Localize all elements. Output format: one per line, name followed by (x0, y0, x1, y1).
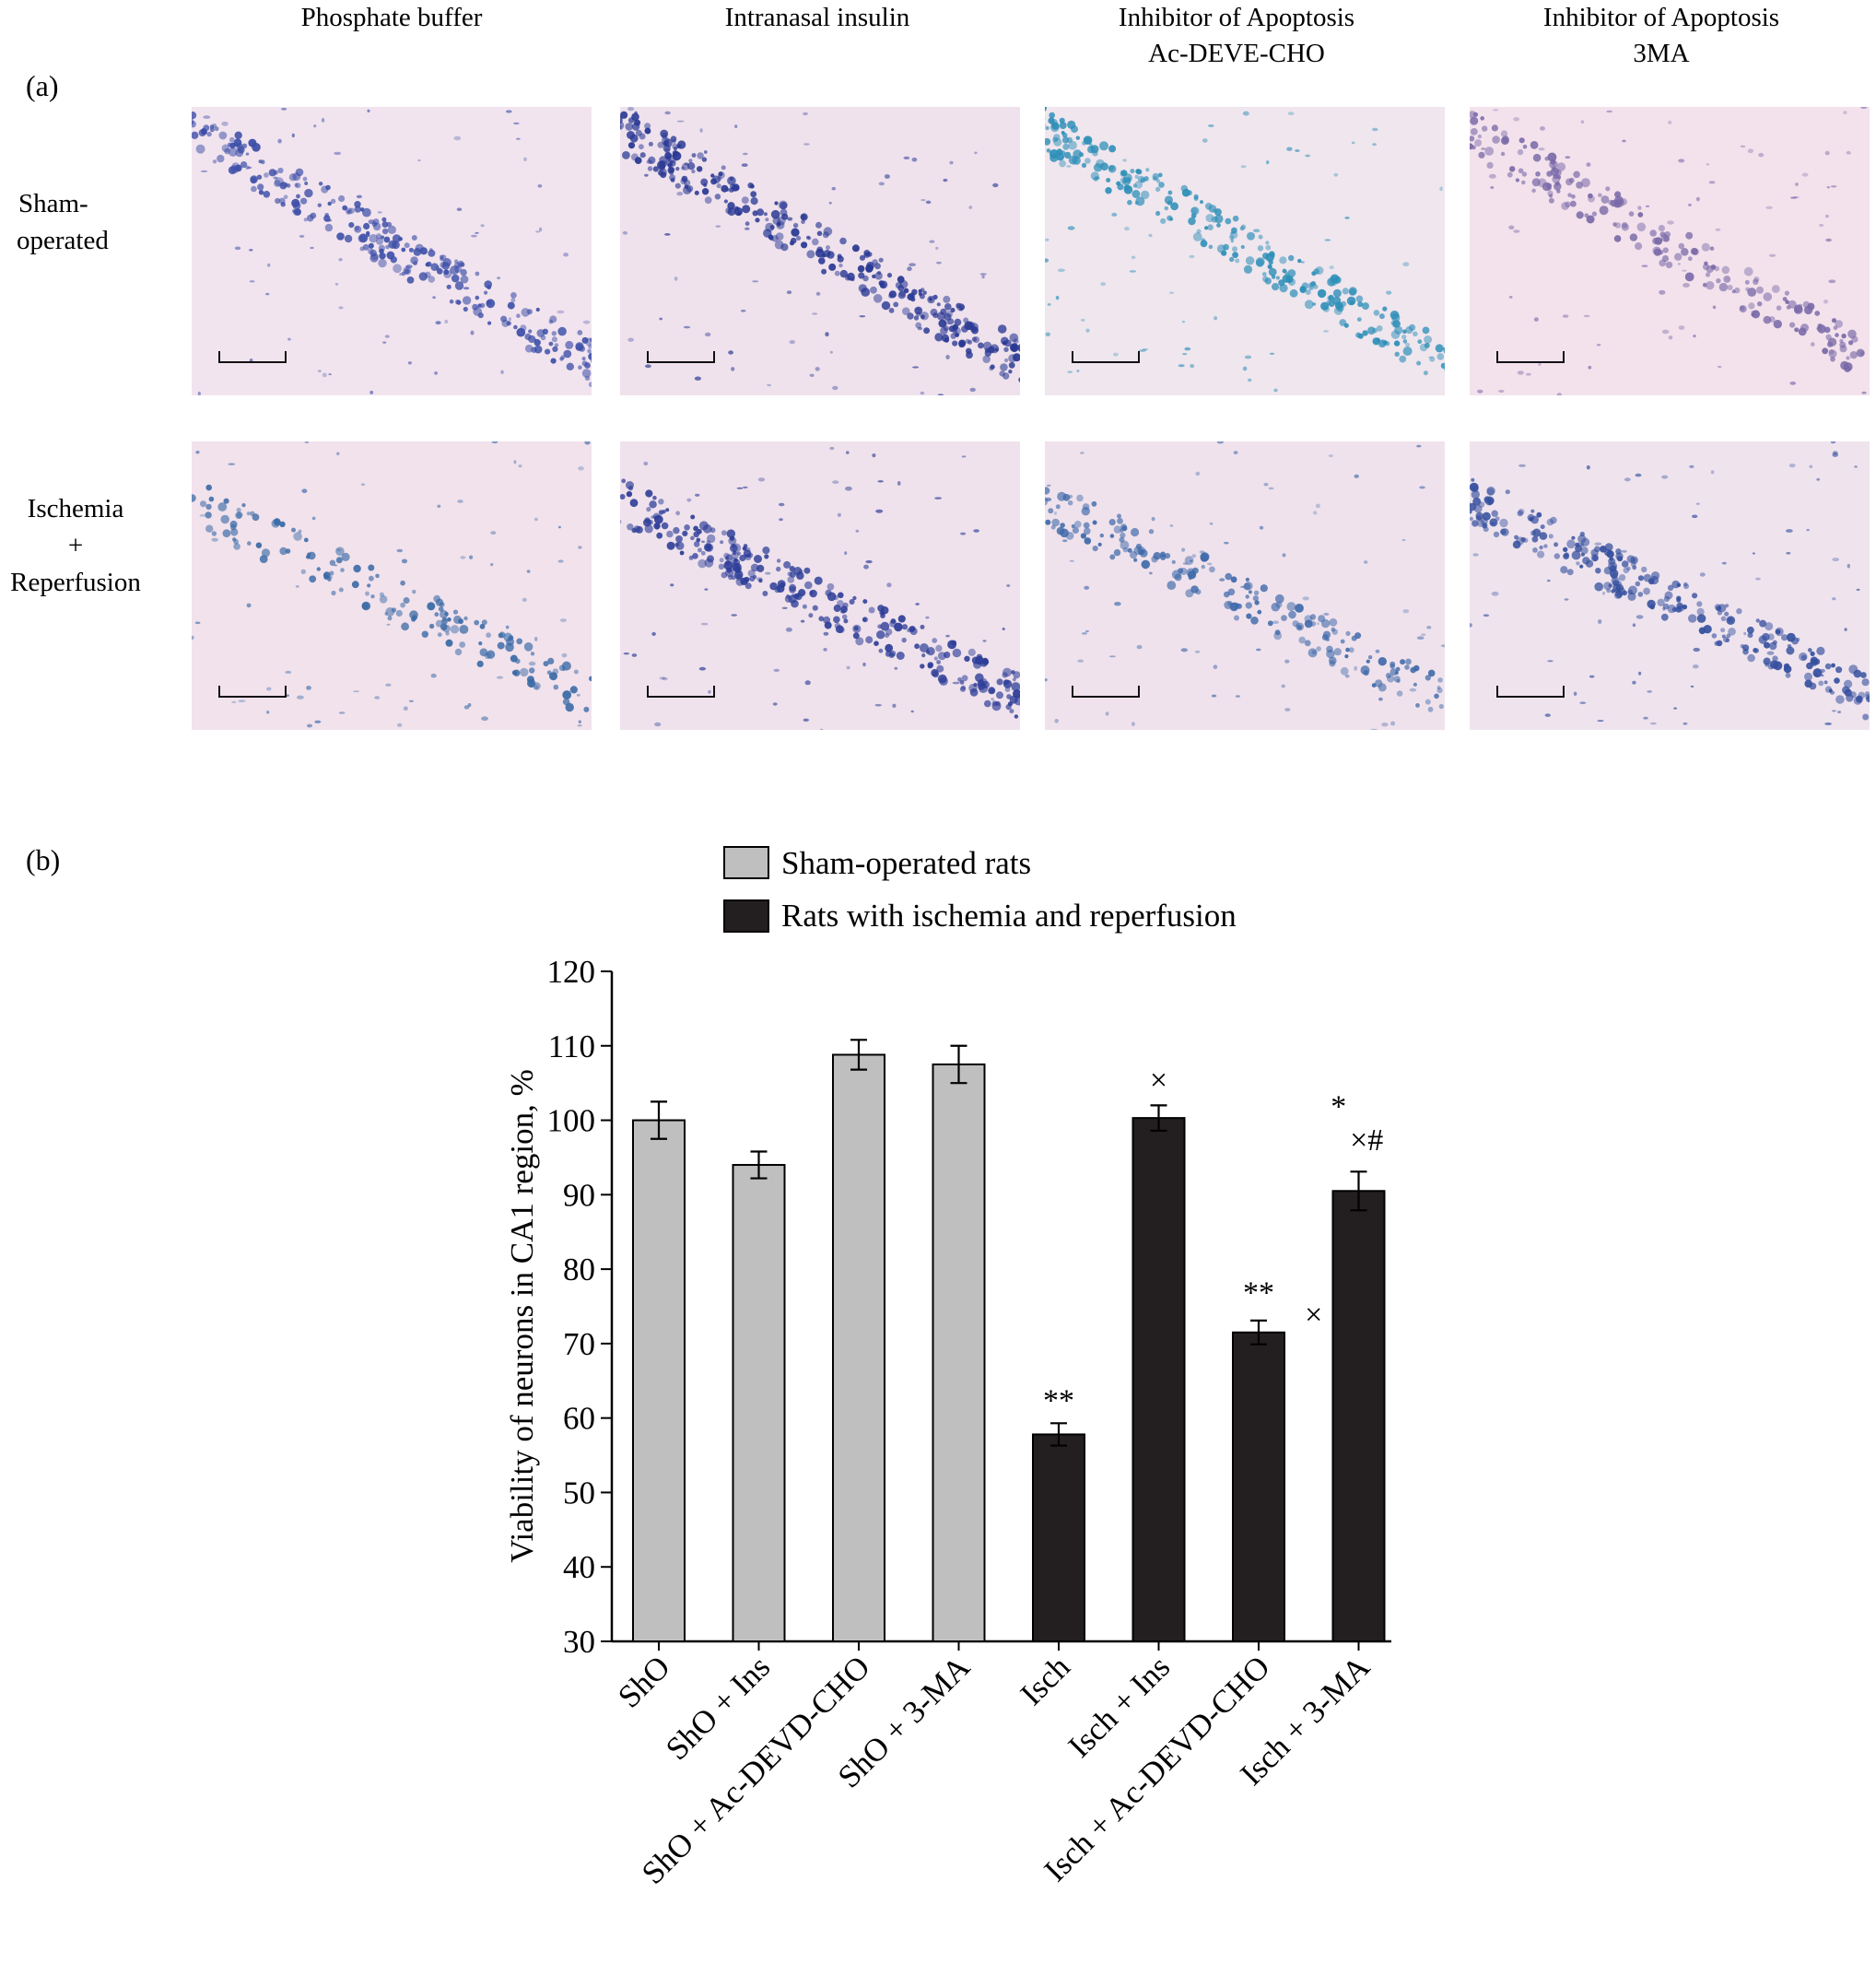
legend-swatch-sham (723, 846, 769, 879)
bar (932, 1063, 986, 1642)
scale-bar (218, 351, 287, 363)
error-bar (850, 1039, 867, 1071)
significance-marker: ** (1243, 1275, 1274, 1310)
error-bar (651, 1100, 667, 1140)
significance-marker: ** (1043, 1384, 1074, 1418)
x-tick-label: Isch (1014, 1649, 1077, 1712)
significance-marker: * (1331, 1090, 1346, 1124)
y-tick-label: 70 (563, 1326, 595, 1362)
x-tick-label: ShO (611, 1649, 677, 1715)
micrograph-tile (1470, 107, 1870, 395)
error-bar (1350, 1170, 1367, 1212)
row-label-ischemia-reperfusion-line3: Reperfusion (10, 568, 141, 597)
y-axis-label: Viability of neurons in CA1 region, % (504, 1069, 540, 1562)
error-bar (950, 1044, 967, 1085)
row-labels: Sham- operated Ischemia + Reperfusion (10, 189, 141, 597)
bar (632, 1119, 686, 1642)
y-tick-label: 120 (547, 954, 596, 990)
legend-label-ischemia: Rats with ischemia and reperfusion (781, 898, 1237, 934)
scale-bar (647, 686, 715, 698)
chart-legend: Sham-operated rats Rats with ischemia an… (723, 845, 1237, 934)
bar (1032, 1433, 1085, 1642)
scale-bar (1072, 686, 1140, 698)
row-label-sham-operated-line2: operated (17, 226, 109, 255)
bar (732, 1164, 786, 1642)
y-tick-label: 90 (563, 1177, 595, 1213)
bar-chart: Viability of neurons in CA1 region, % 30… (504, 954, 1391, 1891)
column-header-inhibitor-3ma: Inhibitor of Apoptosis (1543, 3, 1779, 32)
y-tick-label: 50 (563, 1475, 595, 1510)
micrograph-tile (1045, 107, 1445, 395)
micrograph-tile (620, 441, 1020, 730)
legend-label-sham: Sham-operated rats (781, 845, 1031, 881)
scale-bar (1496, 351, 1565, 363)
micrograph-tile (1045, 441, 1445, 730)
significance-marker: × (1150, 1064, 1167, 1098)
legend-swatch-ischemia (723, 899, 769, 933)
micrograph-tile (192, 441, 592, 730)
error-bar (750, 1150, 768, 1180)
error-bar (1250, 1319, 1267, 1346)
y-tick-label: 40 (563, 1549, 595, 1585)
micrograph-tile (192, 107, 592, 395)
micrograph-tile (620, 107, 1020, 395)
row-label-ischemia-reperfusion-line1: Ischemia (28, 494, 124, 523)
y-tick-label: 110 (548, 1029, 595, 1064)
column-header-inhibitor-3ma-line2: 3MA (1633, 39, 1689, 68)
y-tick-label: 30 (563, 1624, 595, 1660)
row-label-sham-operated-line1: Sham- (18, 189, 88, 218)
panel-b-label: (b) (26, 843, 60, 876)
column-header-phosphate-buffer: Phosphate buffer (301, 3, 483, 32)
column-headers: Phosphate buffer Intranasal insulin Inhi… (301, 3, 1779, 68)
error-bar (1050, 1422, 1067, 1447)
bar (1131, 1117, 1186, 1642)
scale-bar (1072, 351, 1140, 363)
column-header-inhibitor-ac-deve-cho-line2: Ac-DEVE-CHO (1148, 39, 1325, 68)
row-label-ischemia-reperfusion-line2: + (68, 531, 83, 560)
y-tick-label: 80 (563, 1252, 595, 1287)
micrograph-background (1045, 107, 1445, 395)
column-header-inhibitor-ac-deve-cho: Inhibitor of Apoptosis (1119, 3, 1354, 32)
y-tick-label: 60 (563, 1401, 595, 1437)
micrograph-tile (1470, 441, 1870, 730)
bar (1331, 1190, 1386, 1642)
scale-bar (218, 686, 287, 698)
micrograph-background (192, 107, 592, 395)
panel-a-label: (a) (26, 69, 59, 102)
micrograph-grid (192, 107, 1870, 730)
bar (1232, 1331, 1285, 1642)
error-bar (1150, 1104, 1167, 1132)
column-header-intranasal-insulin: Intranasal insulin (725, 3, 910, 32)
micrograph-background (620, 441, 1020, 730)
significance-marker: × (1305, 1299, 1322, 1333)
scale-bar (1496, 686, 1565, 698)
scale-bar (647, 351, 715, 363)
y-tick-label: 100 (547, 1103, 596, 1139)
micrograph-background (1470, 107, 1870, 395)
significance-marker: ×# (1350, 1123, 1383, 1158)
bar (832, 1053, 885, 1642)
micrograph-background (192, 441, 592, 730)
